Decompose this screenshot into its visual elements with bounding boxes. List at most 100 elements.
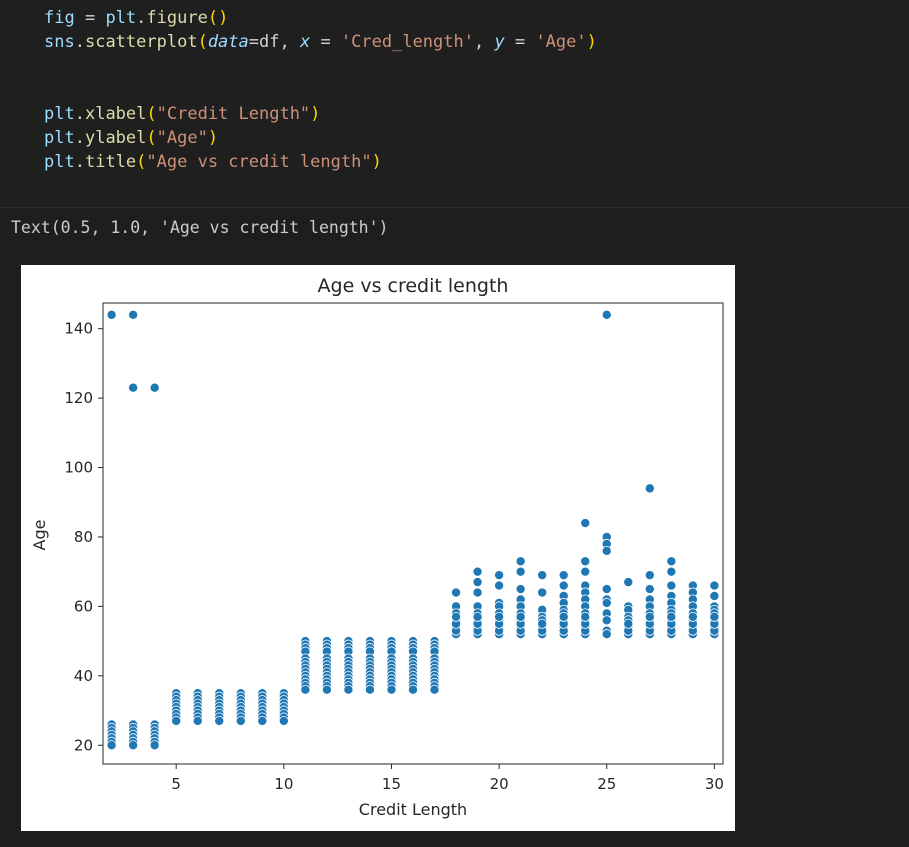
code-line: plt.title("Age vs credit length") [44, 151, 382, 173]
scatter-point [494, 580, 505, 591]
scatter-point [407, 684, 418, 695]
code-token: . [74, 128, 85, 148]
scatter-point [580, 566, 591, 577]
code-token: x [299, 32, 311, 52]
output-text: Text(0.5, 1.0, 'Age vs credit length') [11, 218, 389, 237]
code-token: ) [586, 32, 597, 52]
scatter-point [214, 715, 225, 726]
code-token: ) [371, 152, 382, 172]
y-tick-label: 140 [64, 320, 93, 338]
scatter-point [451, 611, 462, 622]
scatter-point [472, 587, 483, 598]
code-token: 'Cred_length' [340, 32, 474, 52]
code-token: ( [136, 152, 147, 172]
scatter-point [494, 611, 505, 622]
scatter-point [149, 740, 160, 751]
code-token: ylabel [84, 128, 147, 148]
code-token: ) [310, 104, 321, 124]
code-token: =df, [248, 32, 300, 52]
scatter-point [343, 684, 354, 695]
code-token: plt [44, 152, 75, 172]
code-token: ( [197, 32, 208, 52]
scatter-point [257, 715, 268, 726]
code-token: , [473, 32, 495, 52]
y-axis-label: Age [30, 520, 49, 551]
scatter-point [515, 584, 526, 595]
y-tick-label: 80 [74, 528, 93, 546]
y-axis: 20 40 60 80 100 120 140 [64, 320, 103, 754]
code-token: = [74, 8, 106, 28]
code-line: sns.scatterplot(data=df, x = 'Cred_lengt… [44, 31, 597, 53]
code-token: title [84, 152, 137, 172]
scatter-chart: Age vs credit length 20 40 60 80 100 120 140 5… [30, 275, 724, 819]
y-tick-label: 20 [74, 736, 93, 754]
scatter-point [601, 545, 612, 556]
code-token: = [310, 32, 341, 52]
scatter-point [601, 309, 612, 320]
scatter-point [666, 611, 677, 622]
y-tick-label: 40 [74, 667, 93, 685]
code-token: = [504, 32, 536, 52]
y-tick-label: 60 [74, 597, 93, 615]
plot-area [102, 302, 724, 765]
scatter-point [128, 309, 139, 320]
scatter-point [300, 684, 311, 695]
scatter-point [494, 570, 505, 581]
scatter-point [515, 566, 526, 577]
scatter-point [537, 587, 548, 598]
scatter-point [472, 611, 483, 622]
scatter-point [235, 715, 246, 726]
x-tick-label: 20 [490, 775, 509, 793]
scatter-point [709, 611, 720, 622]
x-axis-label: Credit Length [359, 800, 467, 819]
scatter-point [601, 615, 612, 626]
scatter-point [515, 611, 526, 622]
scatter-point [601, 584, 612, 595]
code-token: ( [146, 104, 157, 124]
scatter-point [580, 611, 591, 622]
scatter-point [472, 577, 483, 588]
code-token: 'Age' [535, 32, 587, 52]
scatter-point [321, 684, 332, 695]
scatter-point [537, 618, 548, 629]
scatter-point [580, 556, 591, 567]
scatter-point [149, 382, 160, 393]
scatter-point [386, 684, 397, 695]
x-tick-label: 5 [171, 775, 181, 793]
scatter-point [278, 715, 289, 726]
scatter-point [451, 587, 462, 598]
code-line: plt.xlabel("Credit Length") [44, 103, 320, 125]
scatter-point [644, 483, 655, 494]
scatter-point [666, 580, 677, 591]
x-axis: 5 10 15 20 25 30 [171, 764, 724, 793]
code-token: ) [207, 128, 219, 148]
scatter-point [128, 382, 139, 393]
code-token: sns [44, 32, 75, 52]
scatter-point [666, 556, 677, 567]
scatter-point [666, 566, 677, 577]
scatter-point [601, 597, 612, 608]
code-token: xlabel [84, 104, 147, 124]
code-cell[interactable]: fig = plt.figure() sns.scatterplot(data=d… [0, 0, 909, 208]
figure: Age vs credit length 20 40 60 80 100 120 140 5… [21, 265, 735, 831]
scatter-point [537, 570, 548, 581]
code-token: figure [146, 8, 208, 28]
code-token: plt [105, 8, 137, 28]
code-token: "Credit Length" [156, 104, 311, 124]
scatter-points [106, 309, 720, 751]
code-token: "Age vs credit length" [146, 152, 372, 172]
code-token: y [494, 32, 505, 52]
scatter-point [644, 611, 655, 622]
scatter-point [106, 309, 117, 320]
scatter-point [515, 556, 526, 567]
scatter-point [623, 618, 634, 629]
chart-title: Age vs credit length [318, 275, 509, 297]
code-token: ( [146, 128, 157, 148]
scatter-point [644, 570, 655, 581]
code-token: "Age" [156, 128, 208, 148]
code-line: fig = plt.figure() [44, 7, 228, 29]
scatter-point [192, 715, 203, 726]
code-token: scatterplot [84, 32, 198, 52]
x-tick-label: 10 [274, 775, 293, 793]
scatter-point [580, 518, 591, 529]
